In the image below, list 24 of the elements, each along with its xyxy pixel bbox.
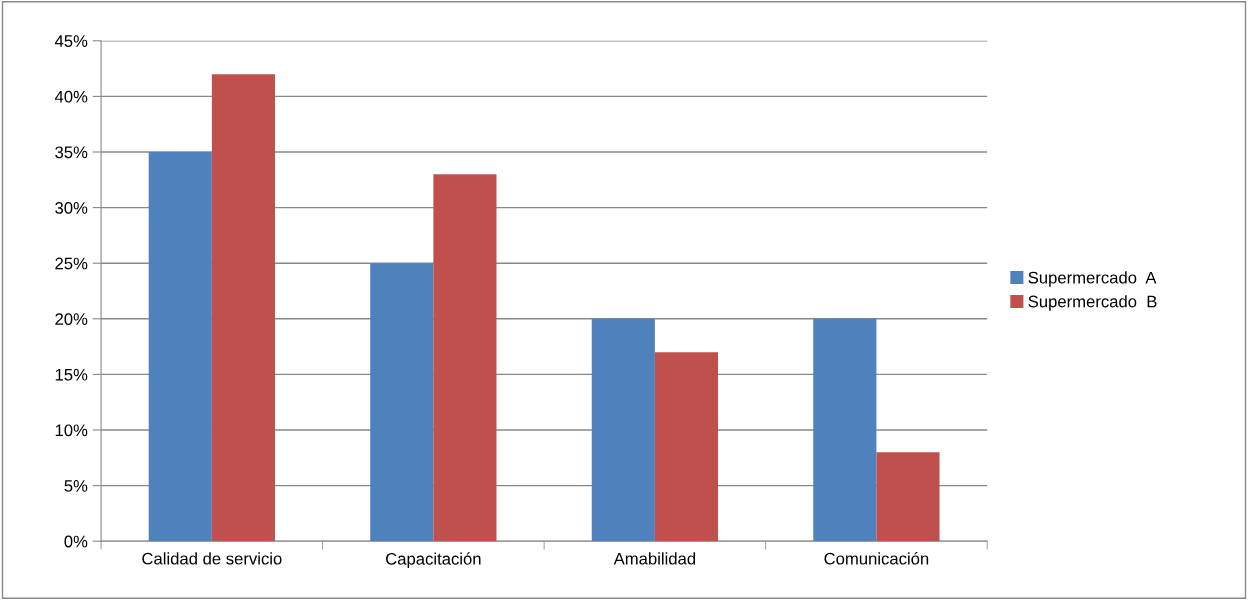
bar bbox=[591, 318, 655, 542]
y-tick-label: 45% bbox=[54, 35, 88, 47]
y-tick-label: 5% bbox=[64, 480, 88, 492]
x-tick-label: Comunicación bbox=[824, 552, 929, 565]
y-tick-label: 35% bbox=[55, 146, 88, 159]
y-tick-label: 30% bbox=[55, 202, 88, 214]
y-tick-label: 0% bbox=[64, 535, 88, 548]
bar bbox=[813, 318, 877, 542]
bar bbox=[433, 174, 497, 542]
y-tick-label: 40% bbox=[54, 90, 88, 103]
y-tick-label: 10% bbox=[55, 424, 88, 437]
y-tick-label: 20% bbox=[55, 313, 88, 325]
x-tick-label: Calidad de servicio bbox=[142, 552, 282, 565]
bar bbox=[654, 352, 719, 542]
bar bbox=[211, 74, 275, 542]
bar bbox=[370, 263, 434, 542]
bar bbox=[876, 452, 940, 542]
bar bbox=[148, 152, 212, 542]
y-tick-label: 25% bbox=[55, 257, 88, 270]
y-tick-label: 15% bbox=[55, 368, 88, 381]
legend-label: Supermercado B bbox=[1028, 295, 1157, 311]
x-tick-label: Amabilidad bbox=[613, 552, 696, 565]
x-tick-label: Capacitación bbox=[386, 552, 481, 569]
legend-label: Supermercado A bbox=[1028, 271, 1157, 287]
